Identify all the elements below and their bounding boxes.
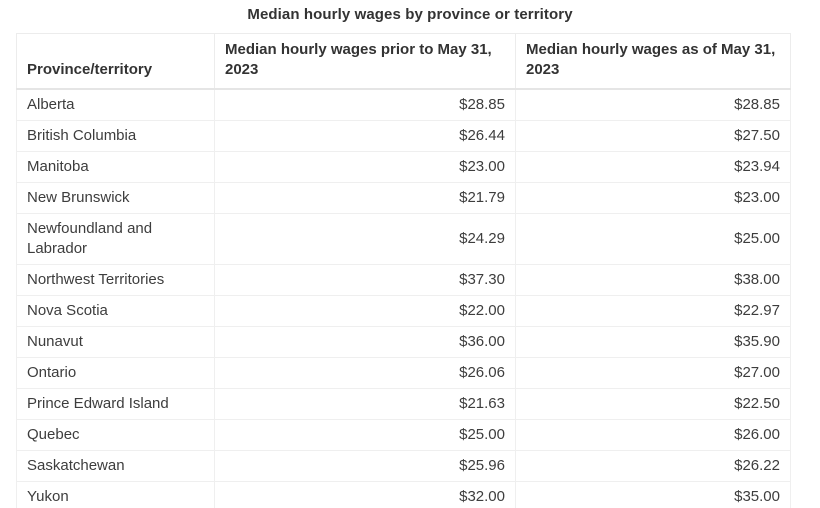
province-cell: Northwest Territories [16, 264, 215, 296]
asof-wage-cell: $25.00 [515, 213, 791, 265]
table-row: Newfoundland and Labrador $24.29 $25.00 [16, 213, 791, 265]
asof-wage-cell: $27.00 [515, 357, 791, 389]
province-cell: Quebec [16, 419, 215, 451]
prior-wage-cell: $26.06 [214, 357, 516, 389]
prior-wage-cell: $24.29 [214, 213, 516, 265]
asof-wage-cell: $22.97 [515, 295, 791, 327]
table-row: Prince Edward Island $21.63 $22.50 [16, 388, 791, 420]
province-cell: Yukon [16, 481, 215, 508]
asof-wage-cell: $38.00 [515, 264, 791, 296]
prior-wage-cell: $23.00 [214, 151, 516, 183]
prior-wage-cell: $25.00 [214, 419, 516, 451]
table-header: Province/territory Median hourly wages p… [16, 33, 791, 90]
prior-wage-cell: $36.00 [214, 326, 516, 358]
column-header-prior-wages: Median hourly wages prior to May 31, 202… [214, 33, 516, 90]
table-row: Nova Scotia $22.00 $22.97 [16, 295, 791, 327]
province-cell: New Brunswick [16, 182, 215, 214]
wages-table: Province/territory Median hourly wages p… [16, 33, 791, 508]
prior-wage-cell: $22.00 [214, 295, 516, 327]
province-cell: Nunavut [16, 326, 215, 358]
table-row: New Brunswick $21.79 $23.00 [16, 182, 791, 214]
province-cell: Ontario [16, 357, 215, 389]
asof-wage-cell: $35.00 [515, 481, 791, 508]
asof-wage-cell: $26.22 [515, 450, 791, 482]
table-row: Nunavut $36.00 $35.90 [16, 326, 791, 358]
asof-wage-cell: $23.00 [515, 182, 791, 214]
province-cell: Nova Scotia [16, 295, 215, 327]
asof-wage-cell: $27.50 [515, 120, 791, 152]
prior-wage-cell: $21.63 [214, 388, 516, 420]
table-title: Median hourly wages by province or terri… [247, 6, 573, 23]
prior-wage-cell: $28.85 [214, 88, 516, 121]
table-row: Northwest Territories $37.30 $38.00 [16, 264, 791, 296]
asof-wage-cell: $22.50 [515, 388, 791, 420]
province-cell: Prince Edward Island [16, 388, 215, 420]
table-row: Saskatchewan $25.96 $26.22 [16, 450, 791, 482]
table-row: Yukon $32.00 $35.00 [16, 481, 791, 508]
province-cell: Alberta [16, 88, 215, 121]
column-header-asof-wages: Median hourly wages as of May 31, 2023 [515, 33, 791, 90]
table-row: Manitoba $23.00 $23.94 [16, 151, 791, 183]
table-row: Alberta $28.85 $28.85 [16, 88, 791, 121]
table-body: Alberta $28.85 $28.85 British Columbia $26.4… [16, 88, 791, 508]
province-cell: Manitoba [16, 151, 215, 183]
province-cell: British Columbia [16, 120, 215, 152]
header-row: Province/territory Median hourly wages p… [16, 33, 791, 90]
asof-wage-cell: $26.00 [515, 419, 791, 451]
table-row: Quebec $25.00 $26.00 [16, 419, 791, 451]
prior-wage-cell: $32.00 [214, 481, 516, 508]
province-cell: Saskatchewan [16, 450, 215, 482]
prior-wage-cell: $25.96 [214, 450, 516, 482]
asof-wage-cell: $35.90 [515, 326, 791, 358]
prior-wage-cell: $37.30 [214, 264, 516, 296]
table-row: Ontario $26.06 $27.00 [16, 357, 791, 389]
table-row: British Columbia $26.44 $27.50 [16, 120, 791, 152]
column-header-province: Province/territory [16, 33, 215, 90]
prior-wage-cell: $21.79 [214, 182, 516, 214]
asof-wage-cell: $23.94 [515, 151, 791, 183]
asof-wage-cell: $28.85 [515, 88, 791, 121]
province-cell: Newfoundland and Labrador [16, 213, 215, 265]
prior-wage-cell: $26.44 [214, 120, 516, 152]
